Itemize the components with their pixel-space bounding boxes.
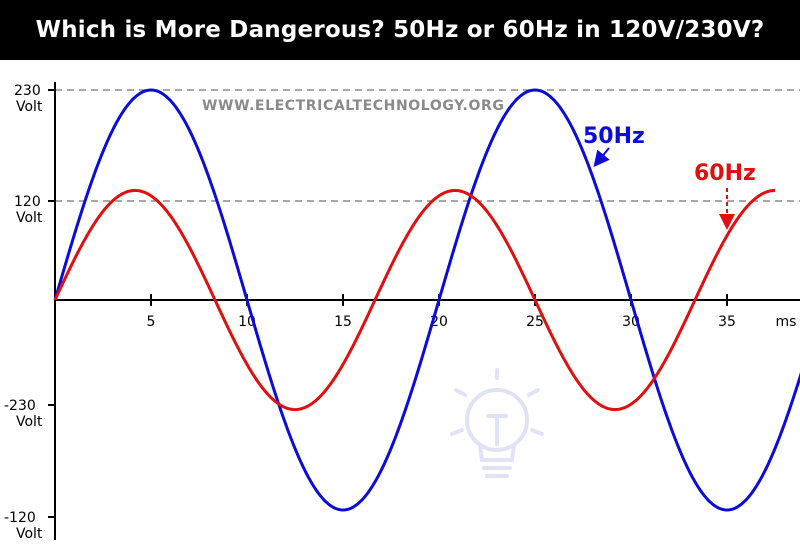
voltage-waveform-chart: WWW.ELECTRICALTECHNOLOGY.ORG 230Volt120V… <box>4 82 800 542</box>
x-tick-label: 15 <box>334 314 352 330</box>
title-bar: Which is More Dangerous? 50Hz or 60Hz in… <box>0 0 800 60</box>
series-line-60hz <box>53 188 776 412</box>
y-tick-unit: Volt <box>16 526 43 542</box>
series-label-60hz: 60Hz <box>694 161 756 186</box>
page-title: Which is More Dangerous? 50Hz or 60Hz in… <box>35 17 765 43</box>
x-tick-label: 5 <box>147 314 156 330</box>
y-tick-unit: Volt <box>16 99 43 115</box>
y-tick-label: -230 <box>4 398 36 414</box>
axes <box>54 82 800 540</box>
y-tick-label: 230 <box>14 83 41 99</box>
series-label-50hz: 50Hz <box>583 124 645 149</box>
light-bulb-icon <box>450 368 544 478</box>
x-tick-label: 35 <box>718 314 736 330</box>
x-tick-label: 25 <box>526 314 544 330</box>
series-line-50hz <box>53 88 800 512</box>
y-tick-unit: Volt <box>16 210 43 226</box>
y-tick-label: 120 <box>14 194 41 210</box>
reference-lines <box>55 89 800 202</box>
series-layer <box>53 88 800 512</box>
watermark: WWW.ELECTRICALTECHNOLOGY.ORG <box>202 98 504 114</box>
y-tick-unit: Volt <box>16 414 43 430</box>
x-axis-unit-label: ms <box>776 314 797 330</box>
y-tick-label: -120 <box>4 510 36 526</box>
arrow-icon <box>593 147 610 168</box>
series-labels: 50Hz 60Hz <box>583 124 756 230</box>
